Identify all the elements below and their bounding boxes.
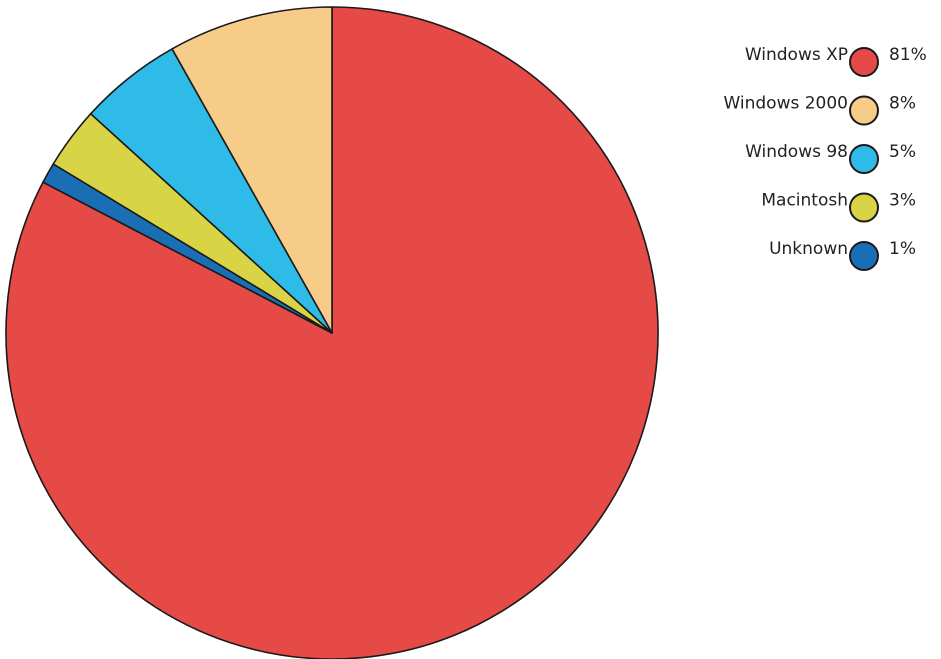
legend-swatch-macintosh [849, 192, 879, 223]
legend-label-windows-98: Windows 98 [745, 142, 848, 162]
legend-swatch-windows-98 [849, 144, 879, 174]
pie-slice-unknown [42, 163, 333, 334]
pie-slices [5, 6, 659, 659]
legend-value-windows-98: 5% [889, 142, 916, 162]
legend-value-windows-xp: 81% [889, 45, 927, 65]
legend: Windows XP 81% Windows 2000 8% Windows 98 5% M… [723, 45, 927, 271]
pie-slice-windows-2000 [171, 6, 333, 334]
legend-label-windows-2000: Windows 2000 [723, 94, 848, 114]
legend-swatch-windows-xp [849, 47, 879, 77]
legend-label-macintosh: Macintosh [761, 191, 848, 211]
legend-value-macintosh: 3% [889, 191, 916, 211]
legend-label-windows-xp: Windows XP [745, 45, 848, 65]
legend-swatch-windows-2000 [849, 95, 879, 126]
legend-swatch-unknown [849, 241, 879, 271]
legend-value-windows-2000: 8% [889, 94, 916, 114]
legend-label-unknown: Unknown [769, 239, 848, 259]
legend-value-unknown: 1% [889, 239, 916, 259]
